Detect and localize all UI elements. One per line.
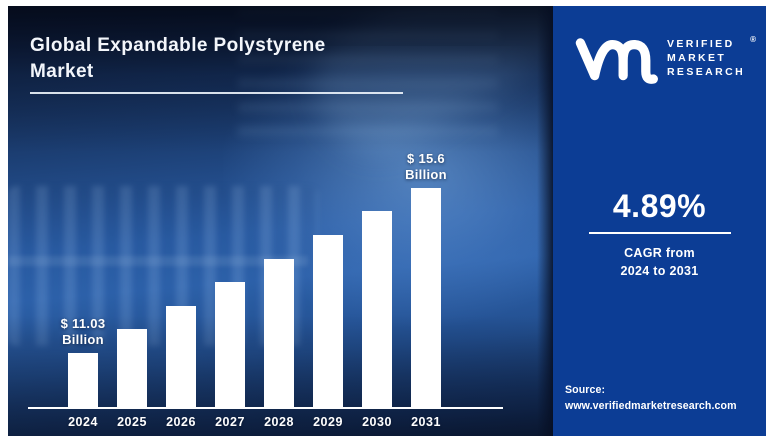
infographic-frame: Global Expandable Polystyrene Market $ 1… — [8, 6, 766, 436]
bar — [117, 329, 147, 408]
bar-column — [313, 235, 343, 408]
x-tick-label: 2031 — [411, 415, 441, 429]
bar — [411, 188, 441, 408]
bar-value-label: $ 15.6 Billion — [405, 151, 447, 182]
cagr-caption-line2: 2024 to 2031 — [620, 264, 699, 278]
vmr-logo-text: ® VERIFIED MARKET RESEARCH — [666, 35, 756, 79]
page-title-line2: Market — [30, 61, 94, 82]
logo-line-verified: VERIFIED — [666, 38, 735, 50]
cagr-caption-line1: CAGR from — [624, 246, 695, 260]
panel-edge-shadow — [537, 6, 553, 436]
title-block: Global Expandable Polystyrene Market — [30, 33, 422, 85]
bar-column — [362, 211, 392, 408]
x-tick-label: 2025 — [117, 415, 147, 429]
chart-panel: Global Expandable Polystyrene Market $ 1… — [8, 6, 553, 436]
source-url: www.verifiedmarketresearch.com — [565, 400, 737, 412]
bar-column — [166, 306, 196, 408]
x-tick-label: 2027 — [215, 415, 245, 429]
bar — [68, 353, 98, 408]
cagr-block: 4.89% CAGR from 2024 to 2031 — [553, 189, 766, 280]
vmr-logo: ® VERIFIED MARKET RESEARCH — [574, 32, 756, 84]
bar-value-label: $ 11.03 Billion — [60, 316, 106, 347]
page-title: Global Expandable Polystyrene Market — [30, 33, 422, 85]
chart-years: 2024 2025 2026 2027 2028 2029 2030 2031 — [68, 415, 441, 429]
cagr-divider — [588, 232, 731, 234]
chart-plot: $ 11.03 Billion $ 15.6 Billion — [61, 151, 447, 408]
x-tick-label: 2029 — [313, 415, 343, 429]
bar-column: $ 11.03 Billion — [61, 316, 105, 408]
chart-x-axis — [28, 407, 503, 409]
logo-line-research: RESEARCH — [666, 66, 746, 78]
cagr-value: 4.89% — [612, 188, 707, 224]
x-tick-label: 2026 — [166, 415, 196, 429]
logo-line-market: MARKET — [666, 52, 727, 64]
bar — [362, 211, 392, 408]
bar — [264, 259, 294, 408]
source-block: Source: www.verifiedmarketresearch.com — [565, 382, 737, 414]
x-tick-label: 2028 — [264, 415, 294, 429]
bar-column — [117, 329, 147, 408]
bar — [215, 282, 245, 408]
bar-column — [264, 259, 294, 408]
x-tick-label: 2030 — [362, 415, 392, 429]
bar — [166, 306, 196, 408]
source-label: Source: — [565, 384, 606, 396]
vmr-logo-icon — [575, 38, 658, 84]
bar-column — [215, 282, 245, 408]
bar — [313, 235, 343, 408]
cagr-caption: CAGR from 2024 to 2031 — [553, 244, 766, 280]
title-underline — [30, 92, 403, 94]
x-tick-label: 2024 — [68, 415, 98, 429]
bar-column: $ 15.6 Billion — [405, 151, 447, 408]
brand-panel: ® VERIFIED MARKET RESEARCH 4.89% CAGR fr… — [553, 6, 766, 436]
page-title-line1: Global Expandable Polystyrene — [30, 35, 326, 56]
registered-trademark-symbol: ® — [750, 35, 757, 44]
